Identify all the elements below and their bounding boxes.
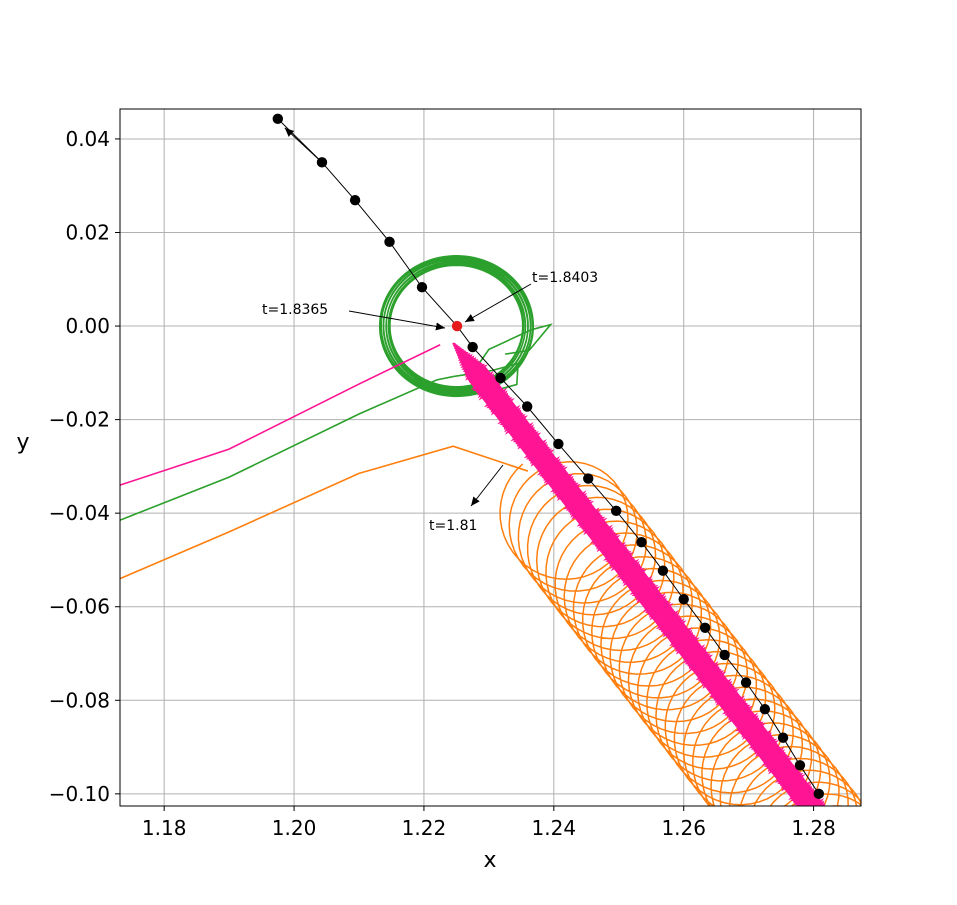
trajectory-point [719, 649, 730, 661]
x-tick-label: 1.22 [402, 816, 447, 840]
trajectory-point [813, 788, 824, 800]
highlight-point [451, 320, 463, 332]
data-area [120, 113, 861, 806]
x-tick-label: 1.20 [272, 816, 317, 840]
trajectory-point [467, 341, 478, 353]
trajectory-point [610, 505, 622, 517]
plot-frame [119, 108, 862, 807]
trajectory-point [553, 438, 564, 450]
trajectory-point [759, 703, 771, 715]
x-tick-label: 1.24 [532, 816, 577, 840]
trajectory-point [521, 401, 533, 412]
x-tick-label: 1.18 [142, 816, 187, 840]
y-tick-label: −0.04 [49, 501, 110, 525]
trajectory-point [636, 536, 647, 548]
annotation-arrow [470, 464, 504, 507]
trajectory-point [349, 195, 361, 206]
y-tick-label: −0.06 [49, 595, 110, 619]
pink-series-line [120, 344, 441, 486]
trajectory-point [777, 732, 789, 743]
black-trajectory-line [277, 118, 820, 795]
annotation-label: t=1.8365 [262, 302, 328, 318]
trajectory-point [495, 372, 506, 384]
annotations: t=1.8403 t=1.8365 t=1.81 [262, 270, 598, 534]
plot-background [120, 109, 861, 806]
trajectory-point [316, 157, 328, 168]
trajectory-point [583, 473, 594, 484]
green-series-line [120, 375, 454, 521]
annotation-label: t=1.81 [429, 518, 477, 534]
axis-ticks: 1.18 1.20 1.22 1.24 1.26 1.28 0.04 0.02 0.00 −0.0… [49, 127, 836, 840]
trajectory-point [794, 760, 806, 771]
orange-series-line [120, 445, 529, 580]
annotation-label: t=1.8403 [532, 270, 598, 286]
trajectory-point [657, 565, 669, 576]
y-axis-label: y [16, 430, 29, 455]
y-tick-label: 0.00 [65, 314, 110, 338]
pink-series-band [452, 342, 827, 806]
annotation-arrow [348, 310, 446, 331]
orange-series-loops [499, 461, 861, 806]
x-axis-label: x [483, 848, 496, 873]
trajectory-direction-arrow [284, 127, 323, 163]
trajectory-point [384, 236, 395, 248]
x-tick-label: 1.28 [791, 816, 836, 840]
y-tick-label: 0.02 [65, 220, 110, 244]
x-tick-label: 1.26 [661, 816, 706, 840]
y-tick-label: −0.02 [49, 408, 110, 432]
y-tick-label: −0.08 [49, 688, 110, 712]
trajectory-point [272, 113, 284, 125]
annotation-arrow [464, 283, 532, 323]
trajectory-point [678, 594, 689, 605]
trajectory-point [416, 282, 428, 293]
green-series-ring [378, 255, 535, 398]
trajectory-point [740, 677, 752, 688]
y-tick-label: −0.10 [49, 782, 110, 806]
y-tick-label: 0.04 [65, 127, 110, 151]
trajectory-point [699, 622, 711, 633]
